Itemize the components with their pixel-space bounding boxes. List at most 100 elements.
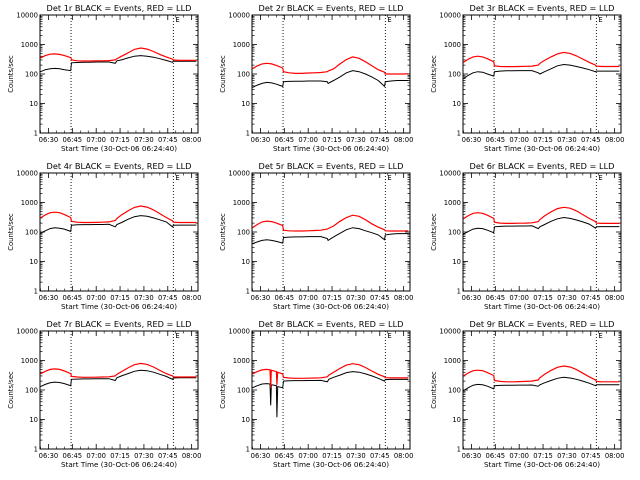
y-tick-label: 1000 [444,199,461,207]
y-tick-label: 100 [25,70,38,78]
x-axis-label: Start Time (30-Oct-06 06:24:40) [484,144,600,153]
events-series-line [252,227,409,245]
e-marker: E [598,16,602,24]
x-tick-label: 06:30 [39,136,59,144]
y-tick-label: 1000 [21,357,38,365]
x-tick-label: 06:30 [462,452,482,460]
x-tick-label: 06:30 [462,136,482,144]
y-tick-label: 10000 [228,327,250,335]
x-tick-label: 07:30 [346,294,366,302]
x-tick-label: 07:30 [557,452,577,460]
x-tick-label: 07:00 [86,452,106,460]
panel-title: Det 6r BLACK = Events, RED = LLD [470,161,615,171]
lld-series-line [40,362,197,378]
x-tick-label: 08:00 [605,452,625,460]
y-tick-label: 1 [246,287,250,295]
y-tick-label: 10 [452,100,461,108]
events-series-line [252,371,409,418]
x-tick-label: 06:45 [275,294,295,302]
events-series-line [463,63,620,80]
y-tick-label: 1000 [444,357,461,365]
x-tick-label: 07:15 [322,136,342,144]
e-marker: E [387,174,391,182]
y-tick-label: 10 [452,416,461,424]
x-tick-label: 07:15 [322,294,342,302]
x-tick-label: 06:30 [462,294,482,302]
y-tick-label: 100 [237,70,250,78]
e-marker: E [175,174,179,182]
chart-panel: Det 4r BLACK = Events, RED = LLD 1 10 100 10… [7,161,201,311]
x-tick-label: 08:00 [182,294,202,302]
x-tick-label: 07:30 [346,136,366,144]
x-tick-label: 07:45 [158,452,178,460]
y-tick-label: 1 [457,445,461,453]
y-axis-label: Counts/sec [430,213,438,251]
lld-series-line [252,56,409,75]
x-axis-label: Start Time (30-Oct-06 06:24:40) [61,144,177,153]
chart-panel: Det 5r BLACK = Events, RED = LLD 1 10 100 10… [219,161,413,311]
x-tick-label: 08:00 [394,136,414,144]
y-axis-label: Counts/sec [430,55,438,93]
y-tick-label: 10 [29,100,38,108]
y-axis-label: Counts/sec [7,371,15,409]
y-tick-label: 100 [237,228,250,236]
y-tick-label: 1 [34,129,38,137]
y-tick-label: 10000 [439,169,461,177]
y-tick-label: 1 [457,129,461,137]
y-tick-label: 100 [448,386,461,394]
y-tick-label: 1 [34,287,38,295]
events-series-line [252,70,409,88]
x-axis-label: Start Time (30-Oct-06 06:24:40) [61,460,177,469]
y-tick-label: 100 [25,386,38,394]
x-tick-label: 06:45 [63,136,83,144]
events-series-line [463,216,620,235]
panel-title: Det 1r BLACK = Events, RED = LLD [47,3,192,13]
x-axis-label: Start Time (30-Oct-06 06:24:40) [484,460,600,469]
x-tick-label: 07:45 [581,136,601,144]
plot-frame [39,172,199,292]
y-tick-label: 100 [448,70,461,78]
x-tick-label: 08:00 [605,136,625,144]
x-tick-label: 07:30 [557,136,577,144]
plot-frame [462,330,622,450]
plot-frame [39,330,199,450]
x-tick-label: 07:00 [509,294,529,302]
lld-series-line [40,47,197,62]
y-tick-label: 10000 [228,11,250,19]
lld-series-line [252,214,409,232]
chart-panel: Det 6r BLACK = Events, RED = LLD 1 10 100 10… [430,161,624,311]
chart-panel: Det 3r BLACK = Events, RED = LLD 1 10 100 10… [430,3,624,153]
panel-title: Det 3r BLACK = Events, RED = LLD [470,3,615,13]
x-tick-label: 07:45 [370,452,390,460]
x-tick-label: 07:00 [509,452,529,460]
chart-panel: Det 8r BLACK = Events, RED = LLD 1 10 100 10… [219,319,413,469]
y-tick-label: 10000 [439,11,461,19]
y-tick-label: 10 [241,100,250,108]
x-tick-label: 07:00 [298,136,318,144]
y-axis-label: Counts/sec [7,213,15,251]
lld-series-line [40,205,197,224]
panel-title: Det 4r BLACK = Events, RED = LLD [47,161,192,171]
y-tick-label: 10000 [439,327,461,335]
x-tick-label: 06:45 [63,294,83,302]
x-tick-label: 08:00 [182,136,202,144]
x-tick-label: 07:45 [370,294,390,302]
x-tick-label: 07:30 [346,452,366,460]
panel-title: Det 2r BLACK = Events, RED = LLD [259,3,404,13]
panel-title: Det 8r BLACK = Events, RED = LLD [259,319,404,329]
y-tick-label: 10 [29,258,38,266]
y-tick-label: 1 [246,129,250,137]
y-tick-label: 10 [452,258,461,266]
lld-series-line [252,363,409,388]
e-marker: E [175,16,179,24]
plot-frame [462,172,622,292]
x-tick-label: 07:00 [86,136,106,144]
x-axis-label: Start Time (30-Oct-06 06:24:40) [61,302,177,311]
x-tick-label: 07:15 [322,452,342,460]
x-tick-label: 07:00 [298,294,318,302]
x-tick-label: 07:15 [110,452,130,460]
e-marker: E [598,174,602,182]
x-tick-label: 07:00 [298,452,318,460]
x-tick-label: 08:00 [605,294,625,302]
